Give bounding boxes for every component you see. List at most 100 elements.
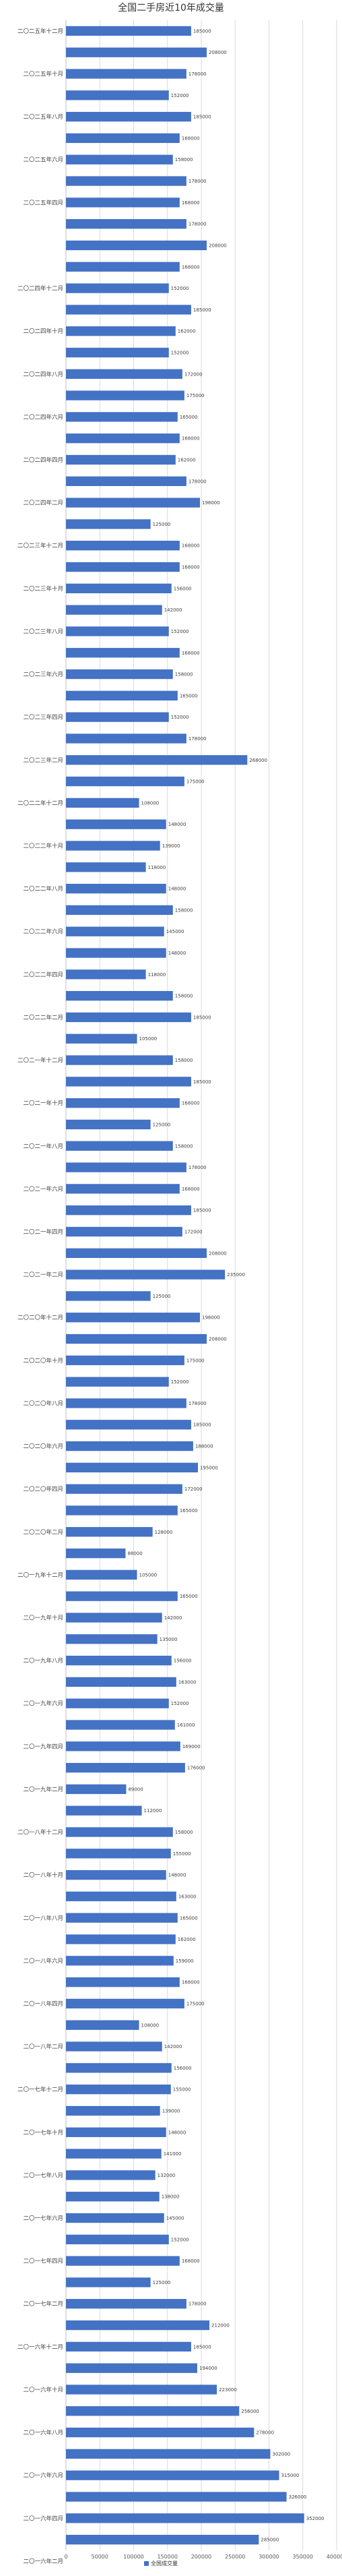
bar xyxy=(66,1827,173,1837)
bar xyxy=(66,111,191,122)
bar xyxy=(66,648,180,658)
bar xyxy=(66,412,178,422)
category-label: 二〇二二年十二月 xyxy=(18,800,63,807)
data-label: 172000 xyxy=(184,1229,203,1234)
bar xyxy=(66,90,169,100)
data-label: 268000 xyxy=(249,758,267,763)
bar xyxy=(66,1891,176,1902)
category-label: 二〇二四年八月 xyxy=(23,371,63,378)
bar xyxy=(66,1077,191,1087)
data-label: 152000 xyxy=(171,629,189,634)
bar xyxy=(66,1613,162,1623)
bar xyxy=(66,1805,142,1816)
category-label: 二〇一八年二月 xyxy=(23,2043,63,2051)
category-label: 二〇二四年二月 xyxy=(23,500,63,507)
data-label: 132000 xyxy=(158,2173,176,2178)
category-label: 二〇二〇年十月 xyxy=(23,1357,63,1365)
bar xyxy=(66,519,151,529)
category-label: 二〇二〇年十二月 xyxy=(18,1314,63,1321)
category-label: 二〇二一年六月 xyxy=(23,1185,63,1193)
category-label: 二〇一六年十月 xyxy=(23,2386,63,2393)
data-label: 165000 xyxy=(180,1594,198,1599)
category-label: 二〇二五年八月 xyxy=(23,113,63,121)
category-label: 二〇二二年十月 xyxy=(23,842,63,849)
data-label: 178000 xyxy=(189,1165,207,1170)
bar xyxy=(66,690,178,701)
data-label: 185000 xyxy=(193,1422,211,1428)
bar xyxy=(66,1034,137,1044)
data-label: 148000 xyxy=(168,1873,186,1878)
bar xyxy=(66,262,180,272)
bar xyxy=(66,1934,176,1944)
data-label: 185000 xyxy=(193,2344,211,2349)
data-label: 158000 xyxy=(175,1830,193,1835)
bar xyxy=(66,1184,180,1194)
data-label: 185000 xyxy=(193,307,211,313)
data-label: 185000 xyxy=(193,1015,211,1020)
bar xyxy=(66,198,180,208)
data-label: 139000 xyxy=(162,2108,180,2114)
bar xyxy=(66,1398,186,1408)
category-label: 二〇一九年十二月 xyxy=(18,1571,63,1579)
data-label: 163000 xyxy=(178,1679,197,1685)
bar xyxy=(66,2534,259,2545)
data-label: 88000 xyxy=(127,1551,142,1557)
data-label: 178000 xyxy=(189,736,207,742)
data-label: 89000 xyxy=(128,1787,143,1792)
category-label: 二〇二三年十月 xyxy=(23,585,63,593)
bar xyxy=(66,626,169,636)
bar xyxy=(66,1591,178,1601)
data-label: 139000 xyxy=(162,843,180,849)
category-label: 二〇一七年十月 xyxy=(23,2129,63,2136)
category-label: 二〇一九年六月 xyxy=(23,1700,63,1708)
bar xyxy=(66,2127,166,2137)
data-label: 168000 xyxy=(182,2258,200,2264)
data-label: 108000 xyxy=(141,2023,160,2028)
bar xyxy=(66,283,169,293)
bar xyxy=(66,776,184,787)
bar xyxy=(66,218,186,229)
data-label: 168000 xyxy=(182,565,200,570)
bar xyxy=(66,1998,184,2009)
bar xyxy=(66,305,191,315)
bar xyxy=(66,2085,171,2095)
category-label: 二〇一七年二月 xyxy=(23,2300,63,2308)
category-label: 二〇一八年六月 xyxy=(23,1957,63,1965)
category-label: 二〇一七年六月 xyxy=(23,2215,63,2222)
x-tick-label: 350000 xyxy=(292,2554,313,2560)
data-label: 128000 xyxy=(155,1530,173,1535)
data-label: 125000 xyxy=(153,2280,171,2285)
category-label: 二〇二五年十月 xyxy=(23,71,63,78)
category-label: 二〇二二年四月 xyxy=(23,971,63,978)
bar xyxy=(66,2277,151,2287)
data-label: 185000 xyxy=(193,1079,211,1085)
bar xyxy=(66,390,184,400)
bar xyxy=(66,1869,166,1880)
bar xyxy=(66,2213,164,2223)
category-label: 二〇一六年十二月 xyxy=(18,2343,63,2351)
bar xyxy=(66,1677,176,1687)
data-label: 208000 xyxy=(209,243,227,248)
data-label: 326000 xyxy=(289,2494,307,2500)
data-label: 198000 xyxy=(202,500,220,506)
bar xyxy=(66,2341,191,2352)
bar xyxy=(66,990,173,1001)
data-label: 172000 xyxy=(184,371,203,377)
data-label: 198000 xyxy=(202,1315,220,1321)
bar xyxy=(66,2427,254,2438)
category-label: 二〇二三年四月 xyxy=(23,714,63,721)
data-label: 152000 xyxy=(171,350,189,355)
bar xyxy=(66,1441,193,1451)
data-label: 125000 xyxy=(153,522,171,527)
data-label: 165000 xyxy=(180,1508,198,1514)
data-label: 158000 xyxy=(175,1058,193,1063)
category-label: 二〇一九年四月 xyxy=(23,1743,63,1750)
data-label: 168000 xyxy=(182,436,200,442)
x-tick-label: 50000 xyxy=(92,2554,108,2560)
category-label: 二〇二三年二月 xyxy=(23,756,63,764)
bar xyxy=(66,1913,178,1923)
data-label: 158000 xyxy=(175,907,193,913)
bar xyxy=(66,562,180,572)
bar xyxy=(66,2063,172,2073)
